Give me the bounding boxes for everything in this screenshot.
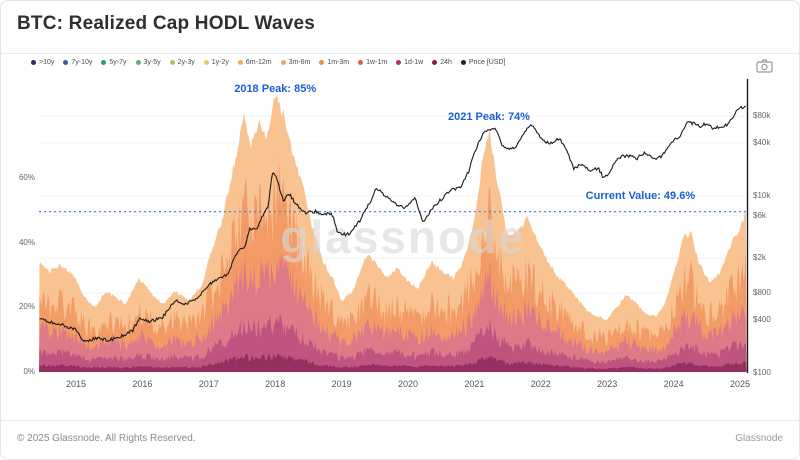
legend-item-price-usd-[interactable]: Price [USD] [460, 59, 506, 66]
legend-label: 5y-7y [109, 59, 127, 66]
legend-label: 1y-2y [211, 59, 229, 66]
y-axis-left-tick: 60% [18, 173, 35, 182]
hodl-band-1w-1m [39, 251, 747, 372]
legend-item-6m-12m[interactable]: 6m-12m [237, 59, 272, 66]
legend-label: Price [USD] [468, 59, 506, 66]
annotation: Current Value: 49.6% [585, 190, 696, 203]
y-axis-right-tick: $800 [753, 288, 771, 298]
y-axis-right-tick: $10k [753, 191, 771, 200]
x-axis-tick: 2017 [198, 379, 219, 389]
legend-dot-icon [101, 60, 107, 65]
y-axis-right-tick: $2k [753, 252, 766, 262]
legend-dot-icon [319, 60, 325, 65]
annotation: 2018 Peak: 85% [234, 82, 317, 95]
x-axis-tick: 2025 [729, 379, 751, 389]
hodl-band-24h [39, 352, 747, 372]
legend-label: 3y-5y [143, 59, 161, 66]
legend-dot-icon [237, 60, 243, 65]
legend-dot-icon [432, 60, 438, 65]
y-axis-right-tick: $6k [753, 210, 766, 220]
y-axis-left-tick: 20% [18, 302, 35, 312]
y-axis-left-tick: 40% [18, 237, 35, 247]
x-axis-tick: 2024 [663, 379, 684, 389]
legend-label: 1d-1w [404, 59, 424, 66]
x-axis-tick: 2016 [132, 379, 153, 389]
legend-item-1y-2y[interactable]: 1y-2y [203, 59, 229, 66]
legend-dot-icon [358, 60, 364, 65]
y-axis-right-tick: $400 [753, 314, 771, 324]
legend-dot-icon [396, 60, 402, 65]
legend-item--10y[interactable]: >10y [31, 59, 54, 66]
legend-item-1m-3m[interactable]: 1m-3m [319, 59, 349, 66]
hodl-band-1d-1w [39, 314, 747, 372]
y-axis-left-tick: 0% [23, 367, 35, 376]
x-axis-tick: 2019 [331, 379, 352, 389]
x-axis-tick: 2018 [265, 379, 286, 389]
legend-item-1d-1w[interactable]: 1d-1w [396, 59, 423, 66]
price-line [39, 105, 746, 343]
annotation: 2021 Peak: 74% [448, 111, 530, 124]
y-axis-right-tick: $80k [753, 111, 771, 121]
legend-label: 7y-10y [71, 59, 93, 66]
legend-label: 1m-3m [327, 59, 350, 66]
x-axis-tick: 2020 [397, 379, 419, 389]
legend-item-3m-6m[interactable]: 3m-6m [280, 59, 311, 66]
legend-dot-icon [280, 60, 286, 65]
legend: >10y 7y-10y 5y-7y 3y-5y 2y-3y 1y-2y 6m-12m 3m-6… [31, 59, 753, 66]
legend-label: 24h [440, 59, 452, 66]
legend-dot-icon [135, 60, 141, 65]
legend-label: 3m-6m [288, 59, 311, 66]
legend-label: >10y [39, 59, 55, 66]
header-divider [1, 53, 799, 54]
page-title: BTC: Realized Cap HODL Waves [17, 13, 316, 34]
legend-item-2y-3y[interactable]: 2y-3y [169, 59, 195, 66]
legend-dot-icon [31, 60, 36, 65]
x-axis-tick: 2021 [464, 379, 485, 389]
legend-item-3y-5y[interactable]: 3y-5y [135, 59, 161, 66]
legend-label: 1w-1m [366, 59, 388, 66]
camera-button[interactable] [755, 58, 775, 74]
x-axis-tick: 2022 [530, 379, 551, 389]
x-axis-tick: 2015 [65, 379, 87, 389]
legend-dot-icon [63, 60, 69, 65]
x-axis-tick: 2023 [597, 379, 618, 389]
watermark: glassnode [280, 211, 526, 263]
camera-icon [756, 59, 773, 73]
legend-dot-icon [203, 60, 209, 65]
legend-dot-icon [460, 60, 466, 65]
legend-label: 6m-12m [245, 59, 272, 66]
footer: © 2025 Glassnode. All Rights Reserved. G… [1, 420, 799, 459]
legend-label: 2y-3y [177, 59, 195, 66]
legend-item-24h[interactable]: 24h [432, 59, 452, 66]
legend-dot-icon [169, 60, 175, 65]
legend-item-5y-7y[interactable]: 5y-7y [101, 59, 127, 66]
legend-item-7y-10y[interactable]: 7y-10y [63, 59, 92, 66]
y-axis-right-tick: $40k [753, 137, 771, 147]
brand-text: Glassnode [735, 433, 783, 444]
legend-item-1w-1m[interactable]: 1w-1m [358, 59, 387, 66]
copyright-text: © 2025 Glassnode. All Rights Reserved. [17, 433, 196, 444]
y-axis-right-tick: $100 [753, 368, 771, 377]
